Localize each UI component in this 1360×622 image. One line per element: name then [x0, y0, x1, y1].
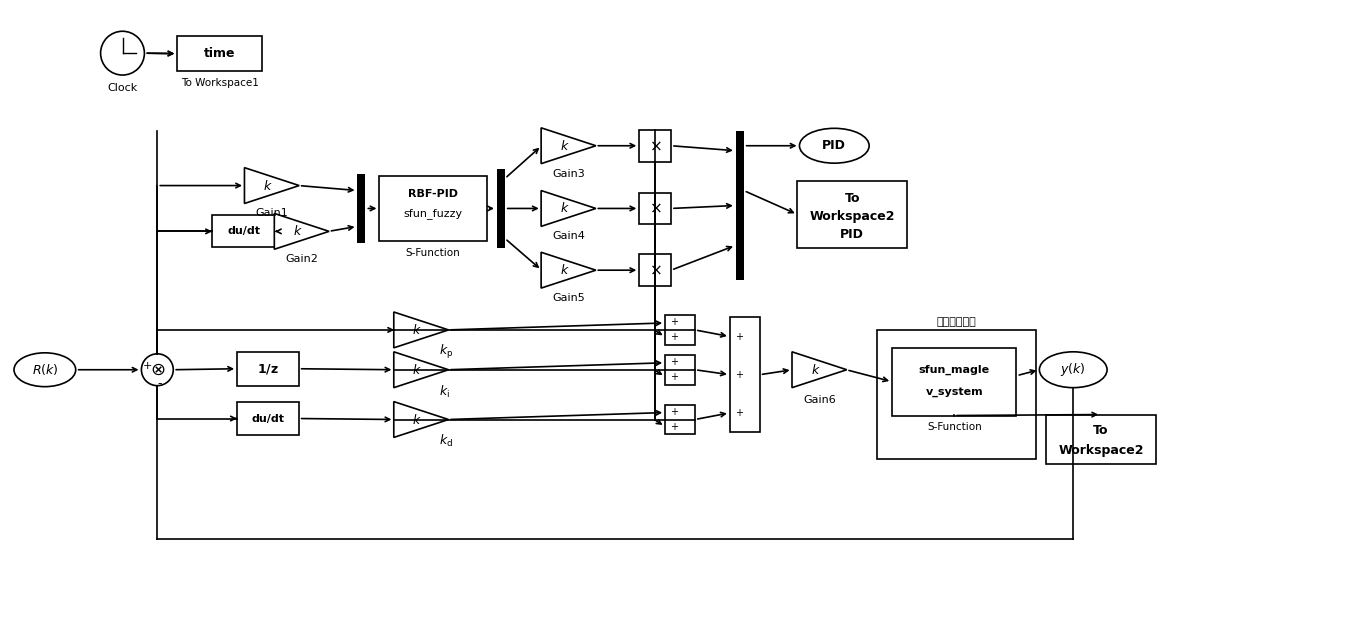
Text: Gain3: Gain3: [552, 169, 585, 179]
Text: $k$: $k$: [811, 363, 820, 377]
Text: +: +: [670, 372, 679, 382]
Circle shape: [141, 354, 173, 386]
Text: time: time: [204, 47, 235, 60]
Text: +: +: [734, 332, 743, 341]
Bar: [237, 352, 299, 386]
Text: Workspace2: Workspace2: [1058, 444, 1144, 457]
Bar: [639, 254, 670, 286]
Text: Gain6: Gain6: [802, 394, 836, 404]
Text: sfun_magle: sfun_magle: [919, 364, 990, 375]
Text: $\times$: $\times$: [649, 138, 661, 153]
Polygon shape: [541, 190, 596, 226]
Bar: [639, 193, 670, 225]
Ellipse shape: [14, 353, 76, 387]
Text: +: +: [734, 369, 743, 379]
Bar: [665, 355, 695, 384]
Text: +: +: [143, 361, 152, 371]
Polygon shape: [394, 312, 449, 348]
Text: $\times$: $\times$: [649, 201, 661, 216]
Text: +: +: [670, 422, 679, 432]
Text: Gain4: Gain4: [552, 231, 585, 241]
Text: +: +: [670, 407, 679, 417]
Text: +: +: [734, 408, 743, 418]
Polygon shape: [394, 402, 449, 437]
Text: Gain1: Gain1: [256, 208, 288, 218]
Text: To: To: [1093, 424, 1108, 437]
Polygon shape: [394, 352, 449, 388]
Text: RBF-PID: RBF-PID: [408, 188, 458, 198]
Text: $k$: $k$: [262, 179, 272, 193]
Text: -: -: [158, 377, 162, 390]
Bar: [379, 175, 487, 241]
Polygon shape: [792, 352, 847, 388]
Text: S-Function: S-Function: [928, 422, 982, 432]
Text: S-Function: S-Function: [405, 248, 461, 258]
Bar: [665, 404, 695, 434]
Text: du/dt: du/dt: [228, 226, 261, 236]
Bar: [730, 317, 760, 432]
Text: To Workspace1: To Workspace1: [181, 78, 258, 88]
Polygon shape: [541, 128, 596, 164]
Text: $R(k)$: $R(k)$: [31, 362, 58, 377]
Text: +: +: [670, 332, 679, 342]
Text: $k_\mathrm{d}$: $k_\mathrm{d}$: [439, 434, 453, 450]
Text: Clock: Clock: [107, 83, 137, 93]
Text: du/dt: du/dt: [252, 414, 284, 424]
Text: $k$: $k$: [560, 202, 570, 215]
Text: PID: PID: [823, 139, 846, 152]
Text: PID: PID: [840, 228, 864, 241]
Polygon shape: [275, 213, 329, 249]
Text: +: +: [670, 357, 679, 367]
Bar: [358, 174, 366, 243]
Text: $k$: $k$: [292, 225, 302, 238]
Bar: [892, 348, 1016, 415]
Text: $\otimes$: $\otimes$: [150, 361, 165, 379]
Bar: [665, 315, 695, 345]
Bar: [237, 402, 299, 435]
Text: 永磁操动机构: 永磁操动机构: [937, 317, 976, 327]
Bar: [212, 215, 277, 248]
Bar: [736, 131, 744, 280]
Bar: [1046, 414, 1156, 464]
Bar: [496, 169, 505, 248]
Polygon shape: [245, 168, 299, 203]
Text: $k$: $k$: [560, 139, 570, 153]
Text: $k_\mathrm{i}$: $k_\mathrm{i}$: [439, 384, 450, 400]
Bar: [797, 180, 907, 248]
Polygon shape: [541, 253, 596, 288]
Text: $\times$: $\times$: [649, 262, 661, 277]
Ellipse shape: [800, 128, 869, 163]
Text: Gain5: Gain5: [552, 293, 585, 303]
Text: $y(k)$: $y(k)$: [1061, 361, 1087, 378]
Bar: [877, 330, 1036, 459]
Text: $k_\mathrm{p}$: $k_\mathrm{p}$: [439, 343, 453, 361]
Text: $\mathbf{1/z}$: $\mathbf{1/z}$: [257, 362, 279, 376]
Text: $k$: $k$: [560, 263, 570, 277]
Ellipse shape: [1039, 352, 1107, 388]
Text: $k$: $k$: [412, 323, 422, 337]
Bar: [639, 130, 670, 162]
Text: Workspace2: Workspace2: [809, 210, 895, 223]
Text: v_system: v_system: [925, 387, 983, 397]
Text: sfun_fuzzy: sfun_fuzzy: [404, 208, 462, 219]
Text: $k$: $k$: [412, 363, 422, 377]
Text: +: +: [670, 317, 679, 327]
Text: To: To: [845, 192, 860, 205]
Circle shape: [101, 31, 144, 75]
Bar: [177, 36, 262, 71]
Text: Gain2: Gain2: [286, 254, 318, 264]
Text: $k$: $k$: [412, 412, 422, 427]
